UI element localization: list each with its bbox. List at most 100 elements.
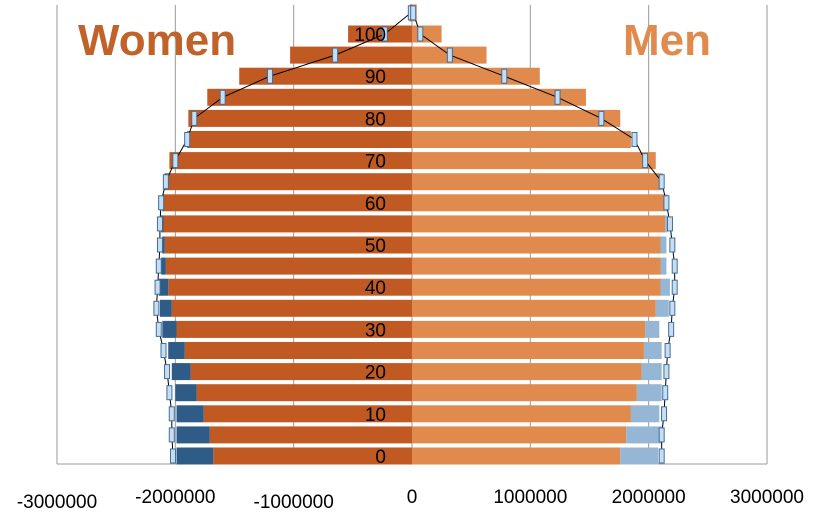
outline-marker-women-65 <box>162 174 169 190</box>
age-label-40: 40 <box>365 278 386 299</box>
bar-women-45 <box>165 257 412 275</box>
bar-women-other-40 <box>158 278 169 296</box>
outline-marker-women-30 <box>155 321 162 337</box>
outline-marker-women-90 <box>267 68 273 84</box>
bar-women-other-30 <box>162 320 177 338</box>
outline-marker-women-10 <box>168 406 175 422</box>
outline-marker-men-55 <box>666 216 673 232</box>
outline-marker-women-60 <box>158 195 165 211</box>
outline-marker-men-50 <box>669 237 676 253</box>
bar-men-other-20 <box>641 363 662 381</box>
age-label-80: 80 <box>365 109 386 130</box>
outline-marker-men-45 <box>671 258 678 274</box>
age-label-100: 100 <box>354 25 386 46</box>
bar-women-0 <box>213 447 412 465</box>
bar-men-other-40 <box>660 278 670 296</box>
outline-marker-women-75 <box>184 132 191 147</box>
bar-women-95 <box>290 46 412 64</box>
bar-women-other-0 <box>176 447 214 465</box>
bar-women-15 <box>196 384 412 402</box>
outline-marker-men-95 <box>446 47 453 63</box>
outline-marker-women-50 <box>156 237 163 253</box>
bar-men-80 <box>412 109 621 127</box>
outline-marker-women-85 <box>219 89 226 105</box>
bar-women-50 <box>164 236 412 254</box>
outline-marker-men-30 <box>668 321 675 337</box>
bar-women-90 <box>239 67 412 85</box>
x-tick-label-4: 1000000 <box>493 487 567 508</box>
bar-women-60 <box>163 194 412 212</box>
men-label: Men <box>623 16 711 65</box>
bar-women-85 <box>207 88 412 106</box>
outline-marker-women-0 <box>169 448 176 464</box>
bar-men-40 <box>412 278 661 296</box>
outline-marker-men-10 <box>661 406 668 422</box>
bar-women-70 <box>169 152 412 170</box>
age-labels: 0 10 20 30 40 50 60 70 80 90 100 <box>354 25 386 468</box>
outline-line-men <box>412 12 676 456</box>
outline-marker-men-40 <box>671 279 678 295</box>
outline-marker-women-55 <box>156 216 163 232</box>
outline-marker-women-15 <box>166 385 173 401</box>
bar-men-other-35 <box>655 299 669 317</box>
bar-men-0 <box>412 447 621 465</box>
outline-marker-women-45 <box>155 258 162 274</box>
outline-marker-men-65 <box>658 174 665 190</box>
bar-men-other-45 <box>660 257 667 275</box>
bar-men-other-25 <box>643 342 662 359</box>
bar-men-90 <box>412 67 540 85</box>
bar-women-100 <box>348 25 412 43</box>
bar-men-other-55 <box>665 215 668 233</box>
outline-series <box>153 5 678 464</box>
bar-men-50 <box>412 236 661 254</box>
bar-men-100 <box>412 25 442 43</box>
bar-women-other-15 <box>175 384 197 402</box>
x-tick-label-6: 3000000 <box>730 487 804 508</box>
outline-line-women <box>155 12 412 457</box>
bar-men-15 <box>412 384 637 402</box>
bar-women-35 <box>171 299 412 317</box>
age-label-10: 10 <box>365 405 386 426</box>
age-label-70: 70 <box>365 152 386 173</box>
bar-women-other-20 <box>171 363 191 381</box>
bar-women-80 <box>188 109 412 127</box>
outline-marker-men-85 <box>554 89 561 105</box>
bar-women-20 <box>190 363 412 381</box>
bar-women-other-25 <box>168 342 185 359</box>
bar-women-other-45 <box>161 257 166 275</box>
bar-men-65 <box>412 173 661 191</box>
x-tick-label-2: -1000000 <box>254 492 334 513</box>
outline-marker-women-25 <box>160 343 167 358</box>
bar-women-25 <box>184 342 412 359</box>
bar-women-other-35 <box>159 299 172 317</box>
outline-marker-women-5 <box>168 427 175 443</box>
x-tick-label-1: -2000000 <box>135 487 215 508</box>
outline-marker-women-95 <box>332 47 339 63</box>
bar-men-other-5 <box>626 426 662 444</box>
outline-marker-women-100 <box>381 26 388 42</box>
bar-men-other-0 <box>620 447 659 465</box>
outline-marker-men-15 <box>662 385 669 401</box>
x-axis-tick-labels: -3000000 -2000000 -1000000 0 1000000 2000000 3… <box>17 487 804 513</box>
outline-marker-women-35 <box>153 300 160 316</box>
outline-marker-men-80 <box>598 110 605 126</box>
outline-marker-men-5 <box>658 427 665 443</box>
outline-marker-men-20 <box>663 364 670 380</box>
bar-women-other-10 <box>176 405 204 423</box>
outline-marker-men-70 <box>642 153 649 169</box>
age-label-20: 20 <box>365 363 386 384</box>
x-tick-label-0: -3000000 <box>17 492 97 513</box>
outline-marker-women-70 <box>172 153 179 169</box>
bar-women-65 <box>165 173 412 191</box>
outline-marker-women-20 <box>164 364 171 380</box>
bar-men-70 <box>412 152 656 170</box>
bar-women-10 <box>203 405 412 423</box>
bar-men-other-10 <box>630 405 660 423</box>
bar-women-40 <box>168 278 412 296</box>
outline-marker-men-90 <box>501 68 508 84</box>
bar-women-30 <box>176 320 412 338</box>
bar-men-75 <box>412 131 631 148</box>
bar-men-other-50 <box>660 236 667 254</box>
outline-marker-men-60 <box>663 195 670 211</box>
